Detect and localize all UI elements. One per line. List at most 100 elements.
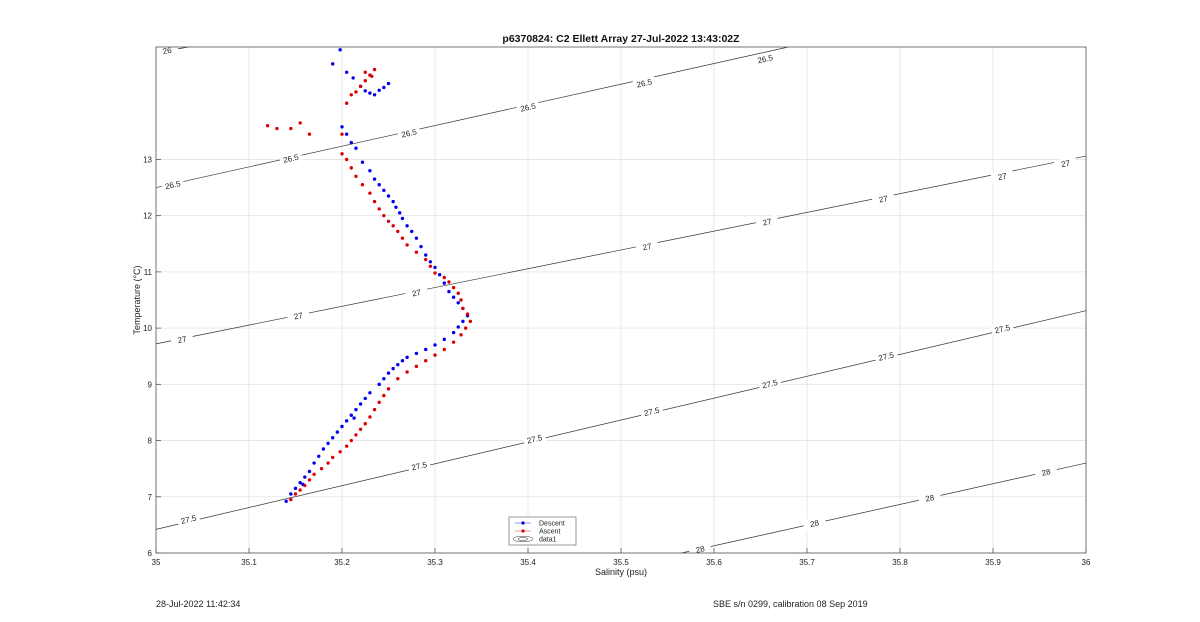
y-tick-label: 6	[148, 549, 153, 558]
ascent-point	[312, 472, 316, 476]
y-tick-label: 13	[143, 155, 152, 164]
x-tick-label: 35.9	[985, 558, 1001, 567]
ascent-point	[307, 478, 312, 482]
descent-point	[461, 319, 465, 324]
isopycnal-label: 28	[695, 544, 706, 555]
ascent-point	[461, 306, 465, 311]
isopycnal-label-bg	[160, 177, 185, 193]
ascent-point	[382, 213, 386, 218]
descent-point	[377, 183, 381, 187]
x-tick-label: 35	[152, 558, 161, 567]
isopycnal-label: 26.5	[282, 153, 300, 165]
ascent-point	[372, 67, 377, 72]
ascent-point	[349, 166, 353, 170]
descent-point	[419, 244, 423, 249]
x-tick-label: 36	[1082, 558, 1091, 567]
ascent-point	[377, 400, 381, 405]
isopycnal-label: 27	[762, 217, 773, 228]
ascent-point	[372, 199, 377, 204]
descent-point	[433, 343, 437, 347]
descent-point	[382, 85, 386, 90]
ascent-point	[275, 126, 279, 131]
descent-point	[307, 469, 312, 474]
ascent-point	[368, 191, 372, 195]
ascent-point	[442, 275, 446, 280]
legend-label-descent: Descent	[539, 521, 565, 528]
ascent-point	[331, 455, 335, 460]
ascent-point	[298, 121, 302, 125]
descent-point	[382, 188, 386, 193]
descent-point	[386, 81, 391, 86]
descent-point	[326, 441, 330, 446]
footer-calibration-note: SBE s/n 0299, calibration 08 Sep 2019	[713, 599, 868, 609]
ascent-point	[428, 264, 433, 268]
y-tick-label: 9	[148, 380, 153, 389]
isopycnal-label-bg	[632, 75, 657, 91]
isopycnal-label: 27	[1060, 158, 1071, 169]
ascent-point	[433, 271, 437, 275]
ascent-point	[319, 466, 324, 471]
descent-point	[331, 62, 335, 66]
ascent-point	[349, 438, 353, 443]
isopycnal-label-bg	[639, 403, 664, 419]
isopycnal-label-bg	[1034, 464, 1058, 480]
descent-point	[414, 236, 419, 240]
x-axis-label: Salinity (psu)	[595, 567, 647, 577]
descent-point	[377, 88, 381, 92]
descent-point	[400, 216, 405, 221]
descent-point	[424, 347, 428, 352]
descent-point	[433, 265, 437, 270]
legend-contour-icon-inner	[517, 537, 529, 541]
descent-point	[456, 325, 460, 329]
descent-point	[397, 211, 402, 215]
descent-point	[368, 168, 372, 173]
descent-point	[368, 391, 372, 395]
isopycnal-label: 26.5	[164, 179, 182, 191]
x-tick-label: 35.1	[241, 558, 257, 567]
descent-point	[372, 93, 377, 97]
y-tick-label: 8	[148, 437, 153, 446]
isopycnal-line	[681, 462, 1087, 554]
descent-point	[396, 362, 400, 367]
isopycnal-label: 26.5	[757, 53, 775, 65]
ascent-point	[289, 126, 293, 131]
legend: Descent Ascent data1	[508, 516, 577, 546]
descent-point	[451, 295, 456, 299]
isopycnal-line	[155, 46, 789, 188]
descent-point	[428, 260, 433, 264]
descent-point	[386, 371, 391, 375]
isopycnal-label: 26.5	[400, 127, 418, 139]
isopycnal-label-bg	[635, 239, 659, 254]
descent-point	[424, 253, 428, 257]
ascent-point	[424, 257, 428, 262]
ascent-point	[293, 492, 298, 496]
descent-point	[321, 447, 326, 451]
descent-point	[442, 281, 446, 285]
axis-ticks: 35 35.1 35.2 35.3 35.4 35.5 35.6 35.7 35.8 35.9 36…	[143, 155, 1091, 567]
descent-point	[382, 377, 386, 381]
x-tick-label: 35.8	[892, 558, 908, 567]
ascent-point	[370, 74, 374, 78]
legend-contour-icon	[512, 535, 534, 543]
isopycnal-label-bg	[397, 125, 421, 141]
isopycnal-label: 26.5	[520, 101, 538, 113]
descent-point	[293, 486, 298, 491]
isopycnal-label: 28	[925, 493, 936, 504]
y-tick-label: 10	[143, 324, 152, 333]
x-tick-label: 35.3	[427, 558, 443, 567]
isopycnal-label: 27	[642, 242, 653, 253]
descent-point	[410, 229, 414, 234]
isopycnal-label: 27	[177, 334, 188, 345]
isopycnal-label: 27.5	[761, 378, 779, 390]
isopycnal-label-bg	[990, 169, 1015, 184]
descent-point	[298, 481, 302, 485]
descent-point	[354, 146, 358, 150]
ascent-point	[340, 152, 344, 156]
isopycnal-label: 27	[293, 311, 304, 322]
isopycnal-label: 27	[878, 194, 889, 205]
y-axis-label: Temperature (°C)	[132, 265, 142, 334]
isopycnal-label: 27.5	[878, 350, 896, 362]
footer-timestamp: 28-Jul-2022 11:42:34	[156, 599, 241, 609]
ascent-point	[459, 333, 463, 337]
ascent-point	[368, 415, 372, 419]
